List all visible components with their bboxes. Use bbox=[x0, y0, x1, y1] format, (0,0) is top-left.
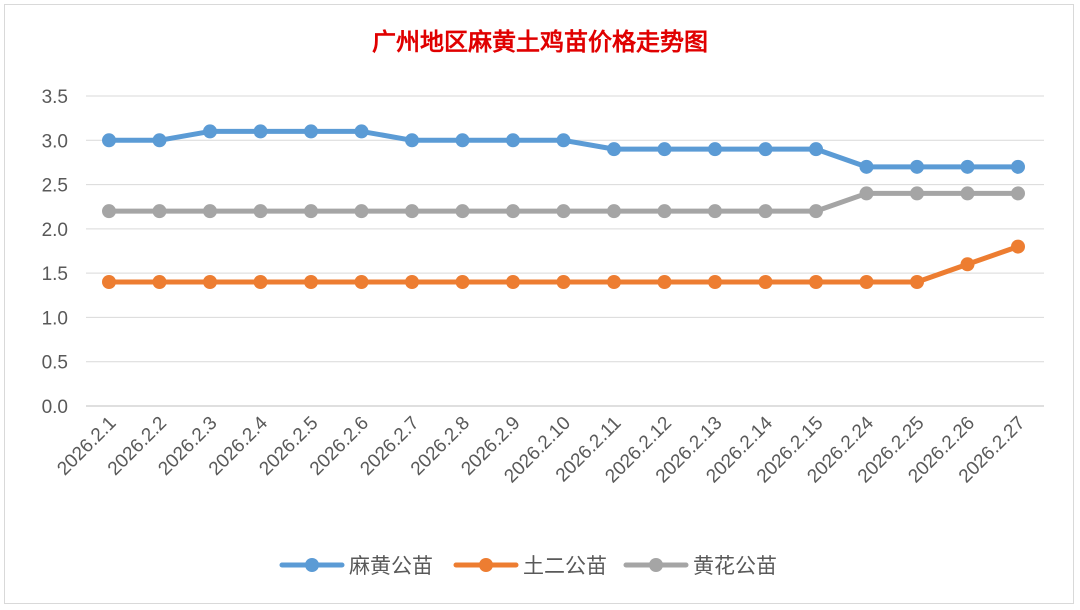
data-point bbox=[152, 133, 167, 148]
data-point bbox=[354, 275, 369, 289]
data-point bbox=[910, 159, 924, 174]
y-axis: 0.0 0.5 1.0 1.5 2.0 2.5 3.0 3.5 bbox=[42, 87, 68, 418]
data-point bbox=[809, 275, 823, 289]
data-point bbox=[607, 275, 621, 289]
series-麻黄公苗 bbox=[102, 124, 1025, 174]
data-point bbox=[203, 124, 217, 139]
y-tick-label: 1.0 bbox=[42, 308, 68, 329]
data-point bbox=[758, 275, 773, 289]
data-point bbox=[1011, 159, 1025, 174]
legend-item: 麻黄公苗 bbox=[279, 554, 433, 578]
series-lines bbox=[102, 124, 1025, 289]
legend-swatch-marker bbox=[649, 558, 663, 572]
legend: 麻黄公苗 土二公苗 黄花公苗 bbox=[279, 554, 777, 578]
data-point bbox=[203, 275, 217, 289]
data-point bbox=[455, 133, 470, 148]
data-point bbox=[152, 275, 167, 289]
y-tick-label: 2.5 bbox=[42, 176, 68, 197]
data-point bbox=[405, 275, 419, 289]
data-point bbox=[354, 204, 369, 219]
data-point bbox=[708, 275, 722, 289]
data-point bbox=[859, 159, 874, 174]
data-point bbox=[657, 204, 672, 219]
data-point bbox=[960, 257, 975, 272]
y-tick-label: 0.5 bbox=[42, 353, 68, 374]
data-point bbox=[354, 124, 369, 139]
y-tick-label: 0.0 bbox=[42, 397, 68, 418]
data-point bbox=[253, 204, 268, 219]
legend-swatch-marker bbox=[305, 558, 319, 572]
data-point bbox=[253, 124, 268, 139]
data-point bbox=[607, 204, 621, 219]
data-point bbox=[405, 204, 419, 219]
data-point bbox=[809, 204, 823, 219]
data-point bbox=[1011, 186, 1025, 201]
data-point bbox=[809, 142, 823, 157]
data-point bbox=[607, 142, 621, 157]
data-point bbox=[708, 142, 722, 157]
data-point bbox=[556, 275, 571, 289]
data-point bbox=[102, 133, 116, 148]
y-tick-label: 3.0 bbox=[42, 131, 68, 152]
data-point bbox=[304, 124, 318, 139]
data-point bbox=[910, 186, 924, 201]
data-point bbox=[506, 204, 520, 219]
legend-label: 土二公苗 bbox=[523, 554, 607, 578]
data-point bbox=[657, 275, 672, 289]
y-tick-label: 2.0 bbox=[42, 220, 68, 241]
data-point bbox=[1011, 239, 1025, 254]
data-point bbox=[910, 275, 924, 289]
data-point bbox=[859, 275, 874, 289]
data-point bbox=[506, 275, 520, 289]
data-point bbox=[455, 204, 470, 219]
legend-item: 土二公苗 bbox=[453, 554, 607, 578]
data-point bbox=[102, 204, 116, 219]
data-point bbox=[102, 275, 116, 289]
data-point bbox=[556, 204, 571, 219]
legend-item: 黄花公苗 bbox=[623, 554, 777, 578]
series-土二公苗 bbox=[102, 239, 1025, 289]
legend-label: 黄花公苗 bbox=[693, 554, 777, 578]
data-point bbox=[203, 204, 217, 219]
data-point bbox=[708, 204, 722, 219]
data-point bbox=[960, 159, 975, 174]
data-point bbox=[304, 204, 318, 219]
data-point bbox=[304, 275, 318, 289]
data-point bbox=[253, 275, 268, 289]
chart-title: 广州地区麻黄土鸡苗价格走势图 bbox=[372, 27, 708, 56]
data-point bbox=[152, 204, 167, 219]
chart-frame bbox=[4, 4, 1074, 604]
legend-label: 麻黄公苗 bbox=[349, 554, 433, 578]
data-point bbox=[657, 142, 672, 157]
data-point bbox=[506, 133, 520, 148]
data-point bbox=[960, 186, 975, 201]
data-point bbox=[405, 133, 419, 148]
y-tick-label: 1.5 bbox=[42, 264, 68, 285]
data-point bbox=[859, 186, 874, 201]
data-point bbox=[556, 133, 571, 148]
x-axis: 2026.2.12026.2.22026.2.32026.2.42026.2.5… bbox=[53, 412, 1029, 487]
y-tick-label: 3.5 bbox=[42, 87, 68, 108]
legend-swatch-marker bbox=[479, 558, 493, 572]
data-point bbox=[758, 204, 773, 219]
data-point bbox=[758, 142, 773, 157]
series-黄花公苗 bbox=[102, 186, 1025, 219]
data-point bbox=[455, 275, 470, 289]
